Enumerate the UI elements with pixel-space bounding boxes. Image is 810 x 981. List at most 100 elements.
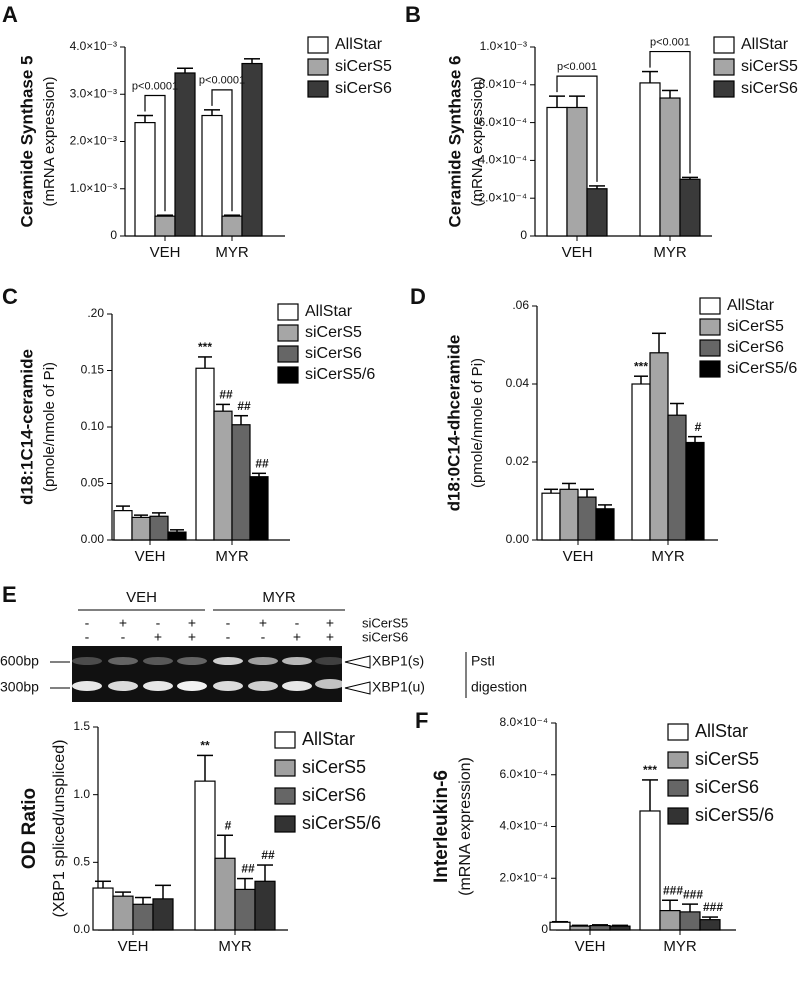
bar xyxy=(577,496,597,541)
legend-swatch xyxy=(713,80,735,98)
panel-letter: A xyxy=(2,2,18,27)
legend-label: siCerS6 xyxy=(305,345,362,362)
sign: + xyxy=(188,629,196,645)
legend-label: AllStar xyxy=(727,297,775,314)
gel-band xyxy=(143,657,173,665)
error-bar xyxy=(562,482,576,490)
bar xyxy=(586,188,608,237)
y-axis-subtitle: (pmole/nmole of Pi) xyxy=(41,362,58,492)
panel: A Ceramide Synthase 5 (mRNA expression) 0 1.… xyxy=(2,2,392,261)
bar xyxy=(679,911,701,931)
band-arrow xyxy=(344,655,371,669)
gel-band xyxy=(248,681,278,691)
sign: - xyxy=(85,629,90,645)
error-bar xyxy=(702,916,718,920)
sign: + xyxy=(119,615,127,631)
y-tick-label: 1.5 xyxy=(73,719,90,733)
x-tick-label: VEH xyxy=(118,938,149,955)
bar xyxy=(194,780,216,931)
gel-band xyxy=(213,681,243,691)
legend-swatch xyxy=(667,779,689,797)
error-bar xyxy=(170,529,184,533)
error-bar xyxy=(552,920,568,923)
legend-swatch xyxy=(699,360,721,378)
y-axis-title: Interleukin-6 xyxy=(431,770,452,883)
size-label: 300bp xyxy=(0,679,39,695)
bar xyxy=(546,106,568,237)
legend-label: siCerS6 xyxy=(335,80,392,97)
x-tick-label: MYR xyxy=(651,548,685,565)
y-tick-label: .20 xyxy=(87,306,104,320)
y-tick-label: 2.0×10⁻⁴ xyxy=(499,870,548,884)
significance-label: ## xyxy=(241,862,255,876)
comparison-label: p<0.0001 xyxy=(132,80,178,92)
bar xyxy=(566,106,588,237)
comparison-bracket xyxy=(211,89,233,212)
bar xyxy=(589,925,611,931)
panel-letter: B xyxy=(405,2,421,27)
y-axis-title: Ceramide Synthase 6 xyxy=(445,56,464,228)
y-tick-label: 0.0 xyxy=(73,922,90,936)
legend-swatch xyxy=(307,80,329,98)
significance-label: ** xyxy=(200,739,210,753)
legend-swatch xyxy=(307,36,329,54)
y-tick-label: 0 xyxy=(110,228,117,242)
panel: B Ceramide Synthase 6 (mRNA expression) 0 2.… xyxy=(405,2,798,261)
significance-label: ## xyxy=(261,848,275,862)
sign: + xyxy=(326,629,334,645)
y-tick-label: 2.0×10⁻⁴ xyxy=(478,190,527,204)
x-tick-label: VEH xyxy=(575,938,606,955)
legend-label: siCerS5 xyxy=(305,324,362,341)
y-axis-title: OD Ratio xyxy=(19,788,40,869)
significance-label: *** xyxy=(643,763,657,777)
legend-label: siCerS5/6 xyxy=(695,805,774,825)
legend-swatch xyxy=(667,723,689,741)
legend-label: siCerS6 xyxy=(727,339,784,356)
bar xyxy=(154,215,176,237)
error-bar xyxy=(157,214,173,217)
legend-swatch xyxy=(699,339,721,357)
bar xyxy=(152,898,174,931)
error-bar xyxy=(252,472,266,477)
legend-swatch xyxy=(277,345,299,363)
legend-label: AllStar xyxy=(335,36,383,53)
legend-label: siCerS6 xyxy=(741,80,798,97)
bar xyxy=(667,414,687,541)
legend-swatch xyxy=(699,318,721,336)
comparison-label: p<0.0001 xyxy=(199,75,245,87)
y-tick-label: 0 xyxy=(520,228,527,242)
bar xyxy=(685,441,705,541)
panel-letter: D xyxy=(410,284,426,309)
gel-panel: E VEH MYR- + - + - + - + siCerS5- - + + - - + + siCerS6600… xyxy=(0,582,527,702)
error-bar xyxy=(662,899,678,911)
legend-swatch xyxy=(277,324,299,342)
significance-label: ## xyxy=(255,457,269,471)
y-tick-label: 6.0×10⁻⁴ xyxy=(478,115,527,129)
legend-label: siCerS5/6 xyxy=(305,366,375,383)
legend-label: siCerS5/6 xyxy=(727,360,797,377)
legend-label: AllStar xyxy=(305,303,353,320)
legend-label: siCerS5 xyxy=(727,318,784,335)
gel-band xyxy=(248,657,278,665)
significance-label: ### xyxy=(683,887,703,901)
y-tick-label: 0.00 xyxy=(506,532,530,546)
x-tick-label: VEH xyxy=(563,548,594,565)
y-tick-label: 0 xyxy=(541,922,548,936)
x-tick-label: VEH xyxy=(135,548,166,565)
bar xyxy=(649,352,669,541)
bar xyxy=(699,919,721,931)
gel-band xyxy=(315,679,345,689)
sign: - xyxy=(156,615,161,631)
significance-label: *** xyxy=(198,340,212,354)
sign: + xyxy=(326,615,334,631)
gel-band xyxy=(72,681,102,691)
bar xyxy=(201,114,223,237)
error-bar xyxy=(244,58,260,64)
bar xyxy=(609,925,631,931)
error-bar xyxy=(592,924,608,926)
sign: + xyxy=(293,629,301,645)
y-tick-label: 0.15 xyxy=(81,363,105,377)
legend-label: siCerS5 xyxy=(741,58,798,75)
error-bar xyxy=(589,185,605,189)
y-axis-subtitle: (pmole/nmole of Pi) xyxy=(469,358,486,488)
